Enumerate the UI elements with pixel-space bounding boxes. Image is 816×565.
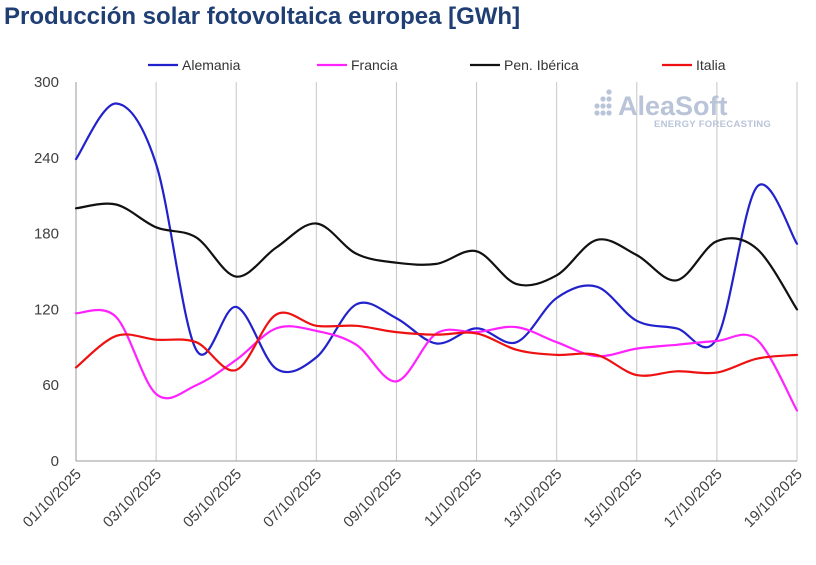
chart-axes bbox=[75, 82, 797, 462]
y-tick-label: 120 bbox=[34, 301, 59, 318]
logo-dot bbox=[600, 96, 606, 102]
aleasoft-logo: AleaSoft ENERGY FORECASTING bbox=[594, 89, 771, 130]
logo-dot bbox=[606, 103, 612, 109]
legend-label: Francia bbox=[351, 57, 398, 73]
series-lines bbox=[74, 102, 799, 412]
logo-dot bbox=[600, 110, 606, 116]
x-tick-label: 09/10/2025 bbox=[340, 466, 405, 531]
logo-dot bbox=[606, 110, 612, 116]
logo-tagline: ENERGY FORECASTING bbox=[654, 119, 771, 130]
x-tick-label: 07/10/2025 bbox=[260, 466, 325, 531]
y-tick-label: 180 bbox=[34, 226, 59, 243]
series-line-francia bbox=[74, 308, 799, 412]
x-tick-label: 19/10/2025 bbox=[741, 466, 806, 531]
logo-dot bbox=[594, 103, 600, 109]
y-tick-label: 60 bbox=[42, 377, 59, 394]
legend: Alemania Francia Pen. Ibérica Italia bbox=[148, 57, 726, 73]
x-tick-label: 05/10/2025 bbox=[180, 466, 245, 531]
logo-name: AleaSoft bbox=[618, 91, 728, 121]
x-tick-label: 03/10/2025 bbox=[100, 466, 165, 531]
chart-title: Producción solar fotovoltaica europea [G… bbox=[4, 3, 521, 30]
x-tick-labels: 01/10/2025 03/10/2025 05/10/2025 07/10/2025… bbox=[20, 466, 806, 531]
y-tick-labels: 0 60 120 180 240 300 bbox=[34, 74, 59, 470]
logo-dot bbox=[606, 89, 612, 95]
series-line-pen-ib-rica bbox=[74, 202, 799, 311]
x-tick-label: 11/10/2025 bbox=[421, 466, 485, 530]
y-tick-label: 240 bbox=[34, 150, 59, 167]
x-tick-label: 17/10/2025 bbox=[661, 466, 726, 531]
x-tick-label: 01/10/2025 bbox=[20, 466, 85, 531]
series-line-alemania bbox=[74, 102, 799, 374]
vertical-grid bbox=[155, 82, 798, 461]
x-tick-label: 15/10/2025 bbox=[580, 466, 645, 531]
y-tick-label: 0 bbox=[51, 453, 59, 470]
y-tick-label: 300 bbox=[34, 74, 59, 91]
legend-label: Pen. Ibérica bbox=[504, 57, 579, 73]
legend-label: Italia bbox=[696, 57, 726, 73]
logo-dot bbox=[606, 96, 612, 102]
dots-grid-icon bbox=[594, 89, 612, 116]
series-line-italia bbox=[74, 311, 799, 377]
logo-dot bbox=[594, 110, 600, 116]
x-tick-label: 13/10/2025 bbox=[500, 466, 565, 531]
legend-label: Alemania bbox=[182, 57, 241, 73]
logo-dot bbox=[600, 103, 606, 109]
